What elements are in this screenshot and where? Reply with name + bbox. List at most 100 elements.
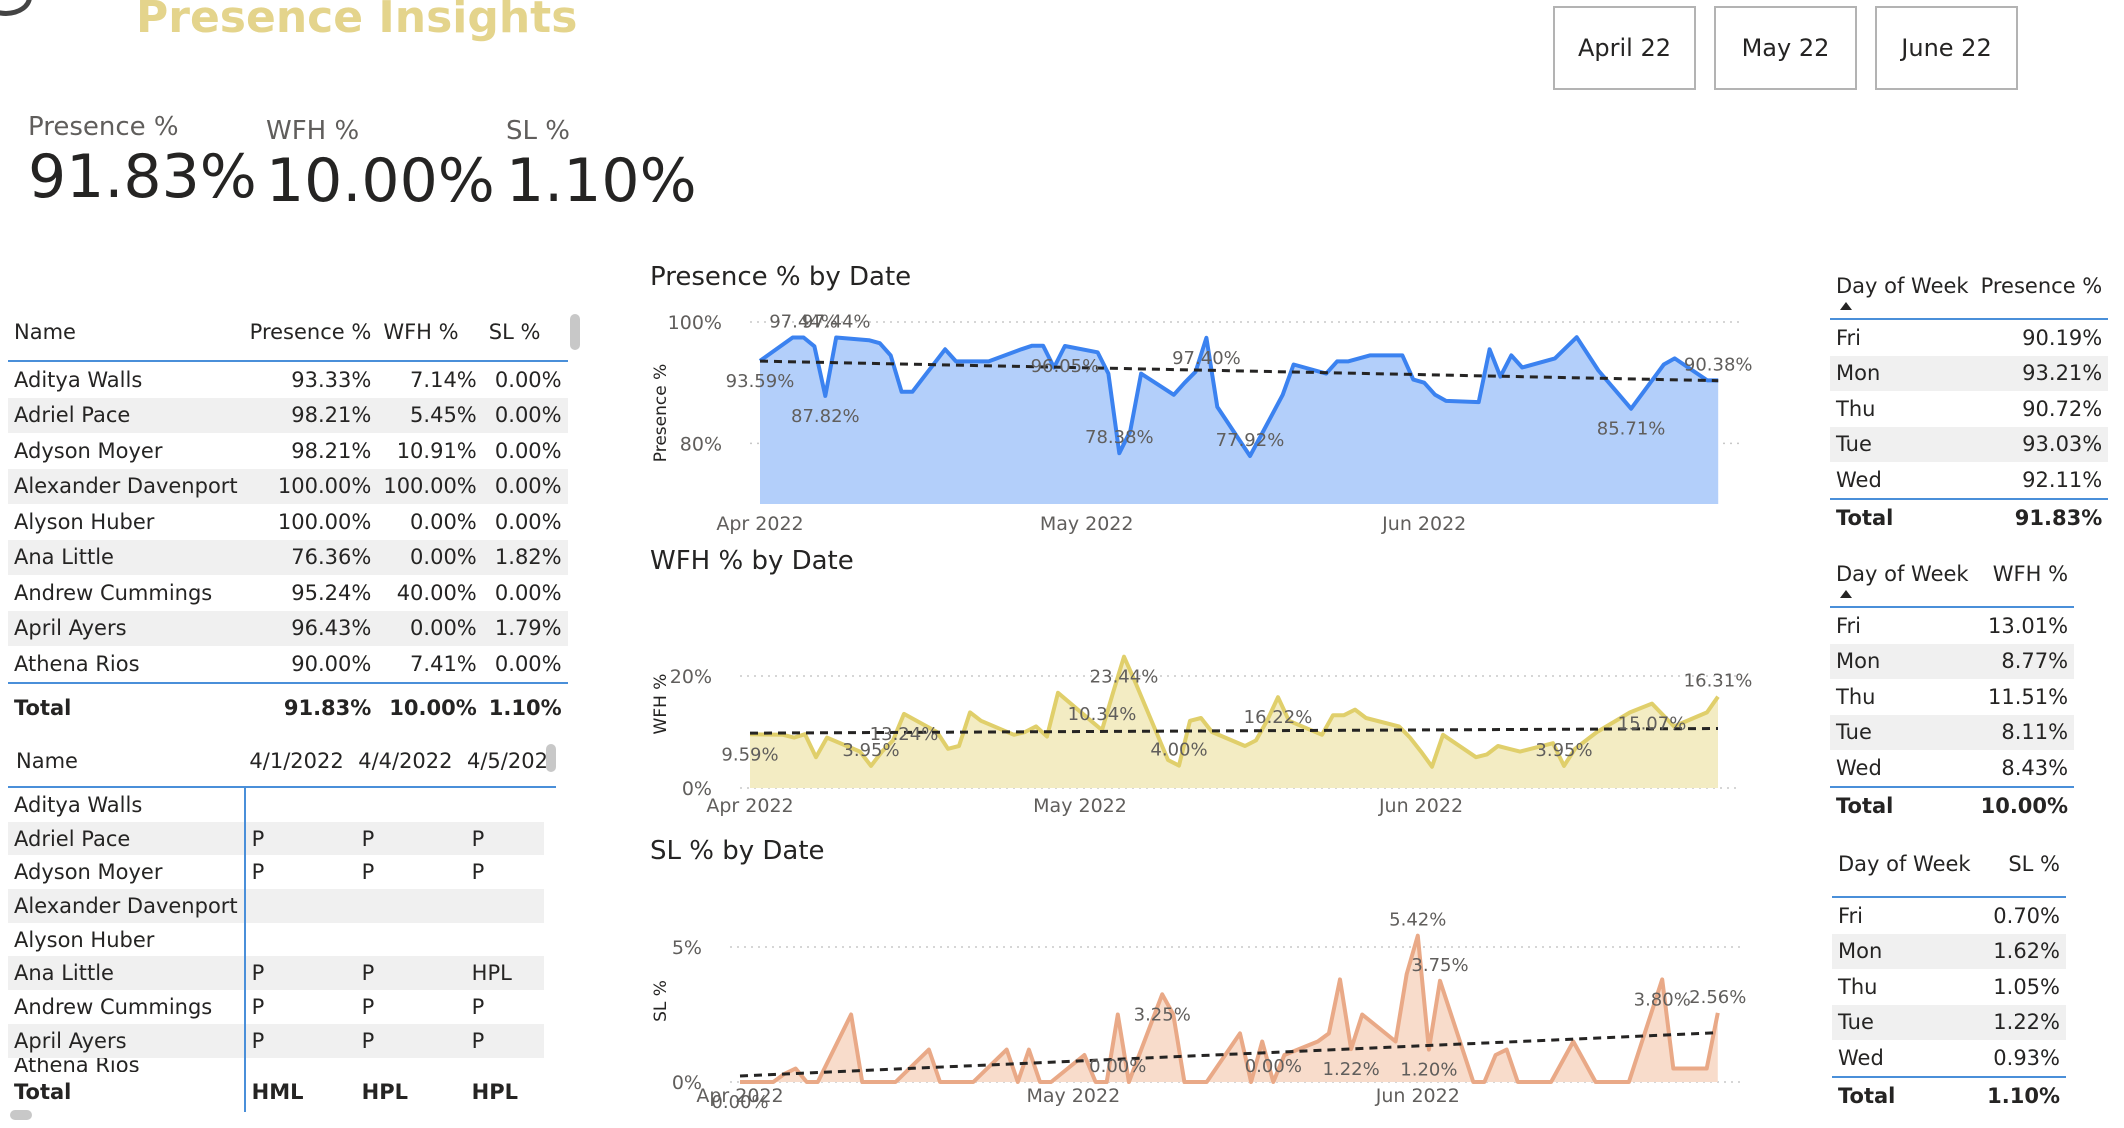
column-header-wfh[interactable]: WFH %: [383, 320, 459, 344]
cell-code: P: [471, 860, 485, 885]
matrix-scrollbar-vertical[interactable]: [546, 744, 556, 772]
cell-sl: 0.00%: [482, 397, 568, 433]
kpi-value: 91.83%: [28, 142, 257, 212]
matrix-row[interactable]: Aditya Walls: [8, 788, 544, 822]
column-header-day-of-week[interactable]: Day of Week: [1830, 274, 1975, 319]
page-title: Presence Insights: [136, 0, 578, 43]
table-row[interactable]: Alyson Huber 100.00% 0.00% 0.00%: [8, 504, 568, 540]
matrix-column-date[interactable]: 4/5/202: [467, 749, 548, 773]
cell-wfh: 5.45%: [377, 397, 483, 433]
table-row[interactable]: Adyson Moyer 98.21% 10.91% 0.00%: [8, 433, 568, 469]
cell-code: P: [355, 1023, 466, 1058]
table-row[interactable]: Wed 92.11%: [1830, 462, 2108, 499]
cell-total-sl: 1.10%: [482, 681, 568, 732]
matrix-column-date[interactable]: 4/1/2022: [249, 749, 344, 773]
cell-value: 8.11%: [1974, 714, 2075, 750]
column-header-presence[interactable]: Presence %: [249, 320, 372, 344]
cell-day: Thu: [1836, 396, 1876, 421]
column-header-value[interactable]: Presence %: [1980, 274, 2103, 298]
column-header-day-of-week[interactable]: Day of Week: [1838, 852, 1971, 876]
data-label: 93.59%: [726, 371, 795, 392]
cell-day: Fri: [1836, 613, 1862, 638]
matrix-row[interactable]: Adyson Moyer P P P: [8, 855, 544, 890]
table-row[interactable]: Tue 93.03%: [1830, 426, 2109, 462]
cell-code: P: [251, 994, 265, 1019]
month-button-june[interactable]: June 22: [1875, 6, 2018, 90]
matrix-column-date[interactable]: 4/4/2022: [358, 749, 453, 773]
cell-value: 8.43%: [2001, 755, 2069, 780]
cell-total-code: HML: [251, 1079, 304, 1104]
cell-code: [245, 923, 356, 957]
matrix-row[interactable]: Alexander Davenport: [8, 889, 544, 923]
cell-value: 93.21%: [1974, 355, 2109, 391]
cell-presence: 100.00%: [277, 509, 372, 534]
column-header-value[interactable]: SL %: [2008, 852, 2060, 876]
matrix-row-partial[interactable]: Athena Rios: [8, 1057, 544, 1072]
matrix-row[interactable]: Adriel Pace P P P: [8, 821, 544, 856]
column-header-name[interactable]: Name: [14, 320, 76, 344]
column-header-sl[interactable]: SL %: [488, 320, 541, 344]
matrix-header: Name 4/1/2022 4/4/2022 4/5/202: [8, 736, 556, 788]
matrix-row[interactable]: April Ayers P P P: [8, 1023, 544, 1058]
table-row[interactable]: Athena Rios 90.00% 7.41% 0.00%: [8, 646, 568, 683]
column-header-value[interactable]: WFH %: [1992, 562, 2069, 586]
sl-by-date-chart[interactable]: 5% 0% SL % 0.00% 0.00% 3.25% 0.00% 1.22% 5.42% 1.…: [640, 900, 1770, 1110]
table-row[interactable]: Ana Little 76.36% 0.00% 1.82%: [8, 539, 568, 575]
kpi-label: Presence %: [28, 112, 179, 142]
cell-code: P: [465, 1023, 544, 1058]
kpi-value: 1.10%: [506, 146, 697, 216]
table-row[interactable]: Thu 90.72%: [1830, 391, 2108, 427]
table-row[interactable]: Thu 1.05%: [1832, 969, 2066, 1005]
column-header-day-of-week[interactable]: Day of Week: [1830, 562, 1975, 607]
matrix-row[interactable]: Andrew Cummings P P P: [8, 990, 544, 1024]
cell-value: 93.03%: [1974, 426, 2109, 462]
table-row[interactable]: Alexander Davenport 100.00% 100.00% 0.00%: [8, 468, 568, 504]
table-row[interactable]: Mon 8.77%: [1830, 643, 2075, 679]
table-total-row: Total 91.83%: [1830, 497, 2109, 536]
y-axis-title: Presence %: [651, 364, 671, 462]
table-row[interactable]: Wed 0.93%: [1832, 1040, 2066, 1077]
cell-code: [466, 923, 544, 957]
cell-total-value: 91.83%: [1974, 497, 2109, 536]
table-row[interactable]: Adriel Pace 98.21% 5.45% 0.00%: [8, 397, 568, 433]
cell-sl: 0.00%: [494, 651, 562, 676]
matrix-scrollbar-horizontal[interactable]: [10, 1110, 32, 1120]
y-tick-label: 20%: [670, 666, 712, 688]
matrix-column-name[interactable]: Name: [16, 749, 78, 773]
chart-title-presence: Presence % by Date: [650, 262, 912, 292]
table-row[interactable]: Thu 11.51%: [1830, 679, 2074, 715]
data-label: 3.75%: [1411, 955, 1468, 976]
cell-presence: 90.00%: [291, 651, 372, 676]
data-label: 16.22%: [1244, 707, 1313, 728]
x-tick-label: May 2022: [1040, 513, 1134, 535]
cell-name: Andrew Cummings: [14, 580, 213, 605]
table-scrollbar[interactable]: [570, 314, 580, 350]
table-row[interactable]: April Ayers 96.43% 0.00% 1.79%: [8, 610, 568, 646]
cell-value: 1.22%: [1979, 1004, 2066, 1040]
cell-name: Alexander Davenport: [8, 468, 244, 504]
kpi-sl: SL % 1.10%: [506, 116, 697, 216]
table-row[interactable]: Tue 1.22%: [1832, 1004, 2066, 1040]
matrix-row[interactable]: Ana Little P P HPL: [8, 956, 544, 991]
cell-wfh: 40.00%: [396, 580, 477, 605]
table-row[interactable]: Mon 1.62%: [1832, 933, 2066, 969]
presence-by-date-chart[interactable]: 100% 80% Presence % 93.59% 97.44% 87.82% 97.44…: [640, 304, 1770, 544]
table-row[interactable]: Wed 8.43%: [1830, 750, 2074, 787]
month-button-may[interactable]: May 22: [1714, 6, 1857, 90]
x-tick-label: Jun 2022: [1375, 1085, 1460, 1107]
table-row[interactable]: Mon 93.21%: [1830, 355, 2109, 391]
cell-code: [244, 889, 356, 923]
trend-line: [739, 1031, 1718, 1078]
table-row[interactable]: Tue 8.11%: [1830, 714, 2075, 750]
cell-name: April Ayers: [8, 610, 244, 646]
table-row[interactable]: Aditya Walls 93.33% 7.14% 0.00%: [8, 361, 568, 398]
table-row[interactable]: Fri 90.19%: [1830, 319, 2108, 356]
wfh-by-date-chart[interactable]: 20%0%WFH %9.59% 3.95%13.24%10.34%23.44%4.…: [640, 600, 1770, 830]
table-row[interactable]: Andrew Cummings 95.24% 40.00% 0.00%: [8, 575, 568, 611]
cell-presence: 96.43%: [243, 610, 378, 646]
table-row[interactable]: Fri 0.70%: [1832, 897, 2066, 934]
cell-code: [356, 923, 466, 957]
matrix-row[interactable]: Alyson Huber: [8, 922, 544, 957]
month-button-april[interactable]: April 22: [1553, 6, 1696, 90]
table-row[interactable]: Fri 13.01%: [1830, 607, 2074, 644]
